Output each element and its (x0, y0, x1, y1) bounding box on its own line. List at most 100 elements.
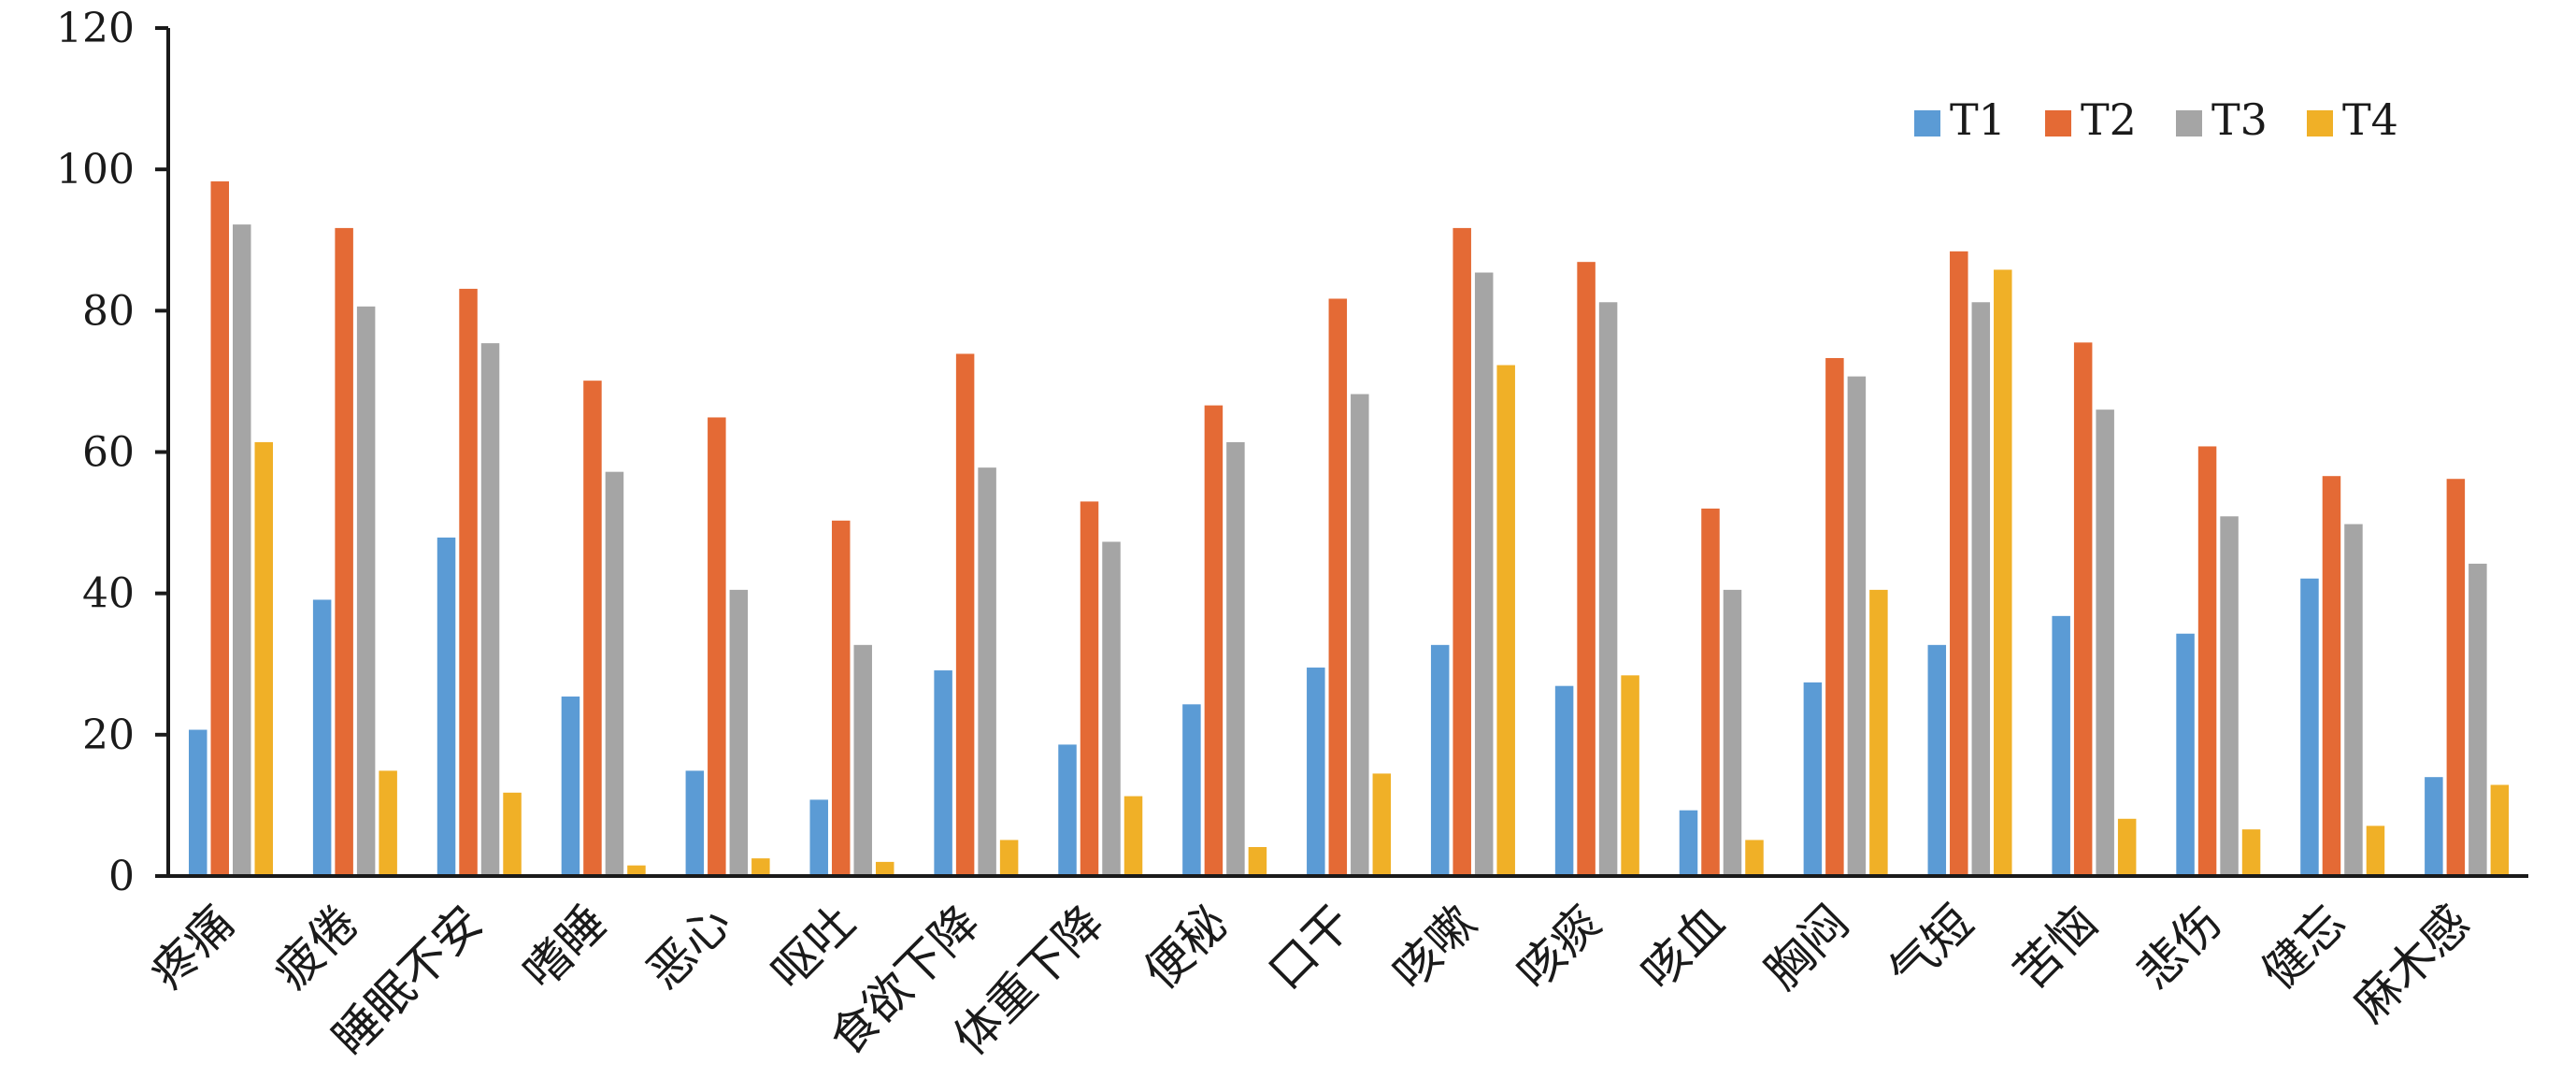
bar-t4 (875, 861, 894, 876)
bar-t1 (312, 599, 332, 876)
bar-t3 (1474, 272, 1494, 877)
bar-t1 (436, 537, 456, 876)
bar-t2 (2073, 342, 2093, 876)
y-tick-label: 100 (56, 146, 135, 194)
x-category-label: 咳嗽 (1382, 895, 1487, 999)
bar-t4 (1621, 675, 1639, 876)
bar-t2 (583, 381, 602, 876)
bar-t4 (1869, 589, 1888, 876)
bar-t2 (1204, 405, 1224, 876)
bar-t3 (1226, 441, 1245, 876)
bar-t1 (2052, 615, 2070, 876)
x-category-label: 口干 (1258, 895, 1363, 999)
bar-t3 (1102, 541, 1121, 876)
bar-t4 (1123, 796, 1143, 876)
bar-t3 (2469, 563, 2487, 876)
bar-t3 (1847, 376, 1867, 876)
bar-t1 (1927, 644, 1947, 876)
x-category-label: 胸闷 (1754, 895, 1859, 999)
bar-t4 (503, 792, 522, 876)
bar-t3 (1971, 302, 1991, 877)
bar-t3 (729, 589, 749, 876)
y-tick-label: 20 (82, 711, 135, 759)
bar-t4 (1372, 773, 1392, 876)
x-category-label: 疲倦 (265, 895, 369, 999)
bar-t4 (379, 770, 397, 876)
bar-t2 (2197, 446, 2217, 876)
bar-t3 (1723, 589, 1742, 876)
x-category-label: 咳血 (1630, 895, 1735, 999)
bar-t2 (210, 181, 229, 876)
bar-t3 (1598, 302, 1618, 877)
x-category-label: 嗜睡 (512, 895, 617, 999)
legend-label-t3: T3 (2211, 94, 2268, 145)
bar-t2 (2446, 479, 2466, 876)
bar-t3 (233, 224, 251, 876)
bar-t1 (1554, 685, 1574, 876)
bar-t1 (1679, 810, 1698, 876)
bar-t4 (1745, 840, 1764, 876)
bar-t1 (1058, 744, 1077, 876)
bar-t3 (1351, 394, 1369, 876)
bar-t3 (480, 343, 500, 876)
bar-t2 (1701, 508, 1720, 876)
x-category-label: 麻木感 (2343, 895, 2481, 1032)
bar-t4 (1994, 269, 2012, 876)
bar-t2 (1825, 357, 1844, 877)
y-tick-label: 60 (82, 429, 135, 477)
bar-t4 (1496, 365, 1515, 877)
legend-label-t2: T2 (2081, 94, 2137, 145)
y-tick-label: 80 (82, 287, 135, 335)
legend-label-t4: T4 (2342, 94, 2398, 145)
bar-t4 (2490, 784, 2510, 876)
x-category-label: 健忘 (2252, 895, 2356, 999)
legend-swatch-t1 (1914, 110, 1940, 136)
bar-t3 (978, 467, 996, 876)
bar-t3 (2220, 516, 2239, 876)
bar-t4 (999, 840, 1019, 876)
bar-t4 (1248, 847, 1267, 876)
bar-t3 (605, 471, 624, 876)
bar-t4 (627, 865, 646, 876)
bar-t1 (1430, 644, 1450, 876)
bar-t4 (2366, 826, 2385, 876)
legend-swatch-t3 (2176, 110, 2202, 136)
bar-t4 (2241, 829, 2261, 876)
x-category-label: 气短 (1879, 895, 1983, 999)
bar-t2 (1080, 501, 1099, 876)
y-tick-label: 0 (108, 853, 135, 900)
bar-t3 (356, 306, 376, 876)
bar-t3 (2096, 410, 2114, 876)
bar-t2 (955, 353, 975, 876)
x-category-label: 呕吐 (761, 895, 866, 999)
bar-t2 (1577, 262, 1596, 876)
legend-label-t1: T1 (1950, 94, 2006, 145)
x-category-label: 便秘 (1134, 895, 1238, 999)
bar-t1 (2425, 777, 2443, 876)
bar-t2 (1328, 298, 1348, 877)
x-category-label: 咳痰 (1507, 895, 1611, 999)
bar-t2 (459, 288, 478, 877)
bar-t2 (708, 417, 726, 876)
bar-t3 (2344, 524, 2363, 876)
bar-t4 (254, 441, 273, 876)
legend-swatch-t2 (2045, 110, 2071, 136)
bar-t4 (751, 858, 770, 876)
bar-t4 (2117, 818, 2137, 876)
bar-t2 (1453, 227, 1471, 877)
y-tick-label: 120 (56, 5, 135, 52)
bar-t2 (831, 520, 851, 876)
bar-t2 (2322, 476, 2341, 876)
y-tick-label: 40 (82, 570, 135, 618)
bar-t2 (335, 227, 353, 877)
x-category-label: 悲伤 (2127, 895, 2232, 999)
bar-t3 (853, 644, 872, 876)
bar-t2 (1950, 251, 1968, 876)
bar-t1 (1803, 682, 1823, 876)
x-category-label: 疼痛 (140, 895, 245, 999)
bar-t1 (1307, 668, 1325, 876)
bar-t1 (934, 670, 952, 876)
bar-t1 (189, 729, 208, 876)
